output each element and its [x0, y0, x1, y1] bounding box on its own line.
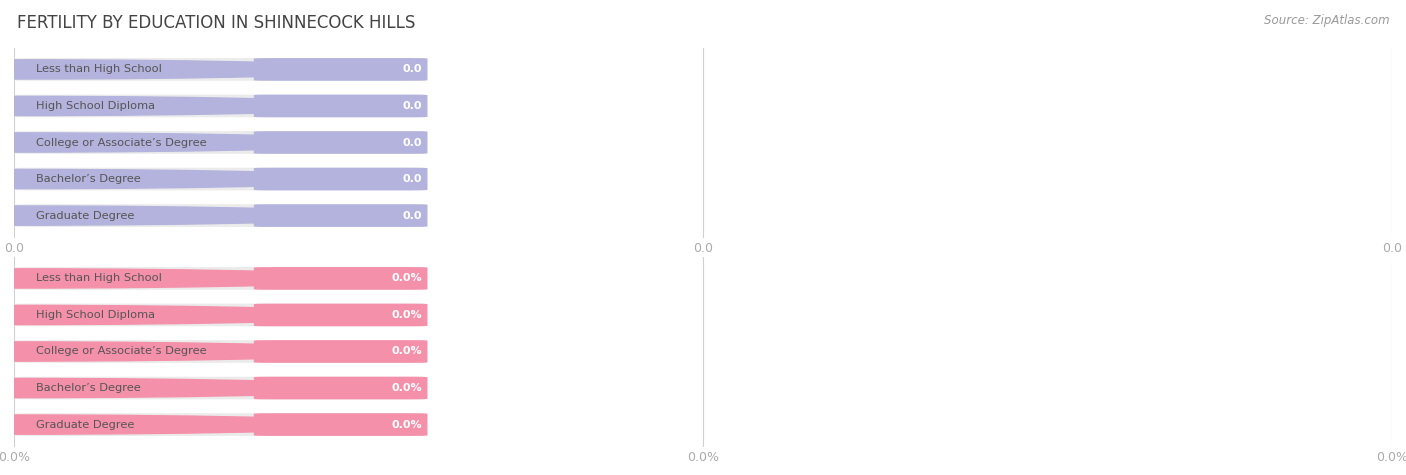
Text: 0.0: 0.0: [402, 101, 422, 111]
FancyBboxPatch shape: [14, 377, 427, 399]
FancyBboxPatch shape: [14, 131, 427, 154]
FancyBboxPatch shape: [14, 340, 427, 363]
Circle shape: [0, 60, 380, 79]
FancyBboxPatch shape: [14, 267, 427, 290]
Circle shape: [0, 305, 380, 324]
Circle shape: [0, 96, 380, 115]
Text: 0.0: 0.0: [402, 174, 422, 184]
FancyBboxPatch shape: [254, 168, 427, 190]
FancyBboxPatch shape: [254, 413, 427, 436]
FancyBboxPatch shape: [254, 377, 427, 399]
FancyBboxPatch shape: [14, 58, 427, 81]
Text: Graduate Degree: Graduate Degree: [37, 419, 135, 429]
Text: 0.0%: 0.0%: [391, 419, 422, 429]
FancyBboxPatch shape: [14, 95, 427, 117]
Circle shape: [0, 170, 380, 189]
Text: Bachelor’s Degree: Bachelor’s Degree: [37, 174, 141, 184]
Text: Less than High School: Less than High School: [37, 274, 162, 284]
Circle shape: [0, 133, 380, 152]
FancyBboxPatch shape: [254, 340, 427, 363]
Circle shape: [0, 415, 380, 434]
FancyBboxPatch shape: [254, 131, 427, 154]
Text: Source: ZipAtlas.com: Source: ZipAtlas.com: [1264, 14, 1389, 27]
Text: Less than High School: Less than High School: [37, 65, 162, 75]
FancyBboxPatch shape: [254, 204, 427, 227]
FancyBboxPatch shape: [254, 304, 427, 326]
FancyBboxPatch shape: [254, 95, 427, 117]
FancyBboxPatch shape: [14, 304, 427, 326]
Circle shape: [0, 379, 380, 398]
Circle shape: [0, 342, 380, 361]
FancyBboxPatch shape: [14, 168, 427, 190]
Circle shape: [0, 206, 380, 225]
Text: 0.0: 0.0: [402, 210, 422, 220]
Text: High School Diploma: High School Diploma: [37, 101, 155, 111]
Text: High School Diploma: High School Diploma: [37, 310, 155, 320]
FancyBboxPatch shape: [14, 204, 427, 227]
Text: 0.0%: 0.0%: [391, 346, 422, 357]
Text: FERTILITY BY EDUCATION IN SHINNECOCK HILLS: FERTILITY BY EDUCATION IN SHINNECOCK HIL…: [17, 14, 415, 32]
Text: College or Associate’s Degree: College or Associate’s Degree: [37, 137, 207, 148]
Text: 0.0%: 0.0%: [391, 310, 422, 320]
Text: 0.0%: 0.0%: [391, 383, 422, 393]
Text: College or Associate’s Degree: College or Associate’s Degree: [37, 346, 207, 357]
FancyBboxPatch shape: [14, 413, 427, 436]
Text: Bachelor’s Degree: Bachelor’s Degree: [37, 383, 141, 393]
Circle shape: [0, 269, 380, 288]
Text: 0.0%: 0.0%: [391, 274, 422, 284]
Text: 0.0: 0.0: [402, 137, 422, 148]
FancyBboxPatch shape: [254, 58, 427, 81]
FancyBboxPatch shape: [254, 267, 427, 290]
Text: 0.0: 0.0: [402, 65, 422, 75]
Text: Graduate Degree: Graduate Degree: [37, 210, 135, 220]
